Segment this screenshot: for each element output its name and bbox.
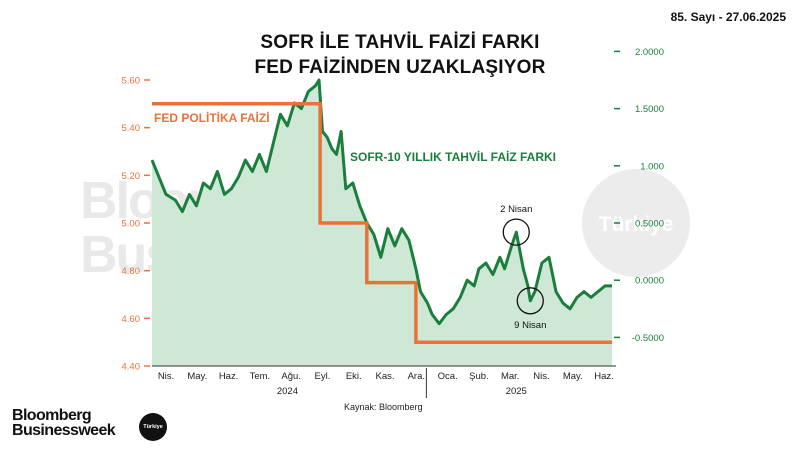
- month-label: Haz.: [219, 371, 239, 382]
- month-label: Eki.: [346, 371, 362, 382]
- month-label: Ağu.: [281, 371, 301, 382]
- spread-line: [150, 78, 612, 326]
- title-line-2: FED FAİZİNDEN UZAKLAŞIYOR: [254, 57, 546, 78]
- annotation-circle: [516, 287, 544, 315]
- watermark-badge-text: Türkiye: [599, 213, 674, 236]
- month-label: Haz.: [594, 371, 614, 382]
- right-tick-label: 2.0000: [635, 47, 664, 58]
- issue-number: 85. Sayı - 27.06.2025: [670, 10, 786, 24]
- right-tick-label: 1.5000: [635, 104, 664, 115]
- left-tick-label: 4.40: [122, 362, 141, 373]
- footer-logo-line-1: Bloomberg: [12, 407, 92, 424]
- month-label: Tem.: [250, 371, 271, 382]
- left-tick-label: 5.60: [122, 76, 141, 87]
- year-label: 2024: [277, 386, 298, 397]
- right-tick-label: 0.0000: [635, 276, 664, 287]
- left-tick-label: 4.80: [122, 266, 141, 277]
- x-axis: Nis. May. Haz. Tem. Ağu. Eyl. Eki. Kas. Ara. Oca.…: [152, 365, 616, 398]
- spread-area: [152, 80, 612, 366]
- left-tick-label: 5.00: [122, 219, 141, 230]
- annotations: 2 Nisan 9 Nisan: [500, 204, 546, 331]
- right-tick-label: 1.000: [640, 161, 664, 172]
- month-label: Oca.: [438, 371, 458, 382]
- right-axis: 2.0000 1.5000 1.000 0.5000 0.0000 -0.5000: [614, 47, 664, 344]
- fed-series-label: FED POLİTİKA FAİZİ: [154, 110, 270, 125]
- chart-title: SOFR İLE TAHVİL FAİZİ FARKI FED FAİZİNDE…: [0, 30, 800, 80]
- footer-badge: Türkiye: [139, 413, 167, 441]
- footer-logo-line-2: Businessweek: [12, 422, 116, 439]
- month-label: May.: [563, 371, 583, 382]
- month-label: Mar.: [501, 371, 519, 382]
- annotation-circle: [502, 218, 530, 246]
- source-note: Kaynak: Bloomberg: [344, 402, 423, 412]
- month-label: Kas.: [376, 371, 395, 382]
- footer-logo: Bloomberg Businessweek: [12, 407, 116, 439]
- right-tick-label: 0.5000: [635, 219, 664, 230]
- month-label: Nis.: [158, 371, 174, 382]
- month-label: Ara.: [408, 371, 425, 382]
- month-label: Eyl.: [315, 371, 331, 382]
- annotation-label: 9 Nisan: [514, 320, 546, 331]
- year-label: 2025: [506, 386, 527, 397]
- left-axis: 5.60 5.40 5.20 5.00 4.80 4.60 4.40: [122, 76, 150, 373]
- month-label: Nis.: [533, 371, 549, 382]
- left-tick-label: 5.40: [122, 123, 141, 134]
- right-tick-label: -0.5000: [632, 333, 664, 344]
- left-tick-label: 4.60: [122, 314, 141, 325]
- fed-rate-line: [152, 102, 612, 344]
- left-tick-label: 5.20: [122, 171, 141, 182]
- month-label: Şub.: [469, 371, 489, 382]
- watermark-badge-circle: [582, 169, 690, 277]
- spread-series-label: SOFR-10 YILLIK TAHVİL FAİZ FARKI: [350, 149, 556, 164]
- title-line-1: SOFR İLE TAHVİL FAİZİ FARKI: [260, 32, 540, 53]
- month-label: May.: [187, 371, 207, 382]
- annotation-label: 2 Nisan: [500, 204, 532, 215]
